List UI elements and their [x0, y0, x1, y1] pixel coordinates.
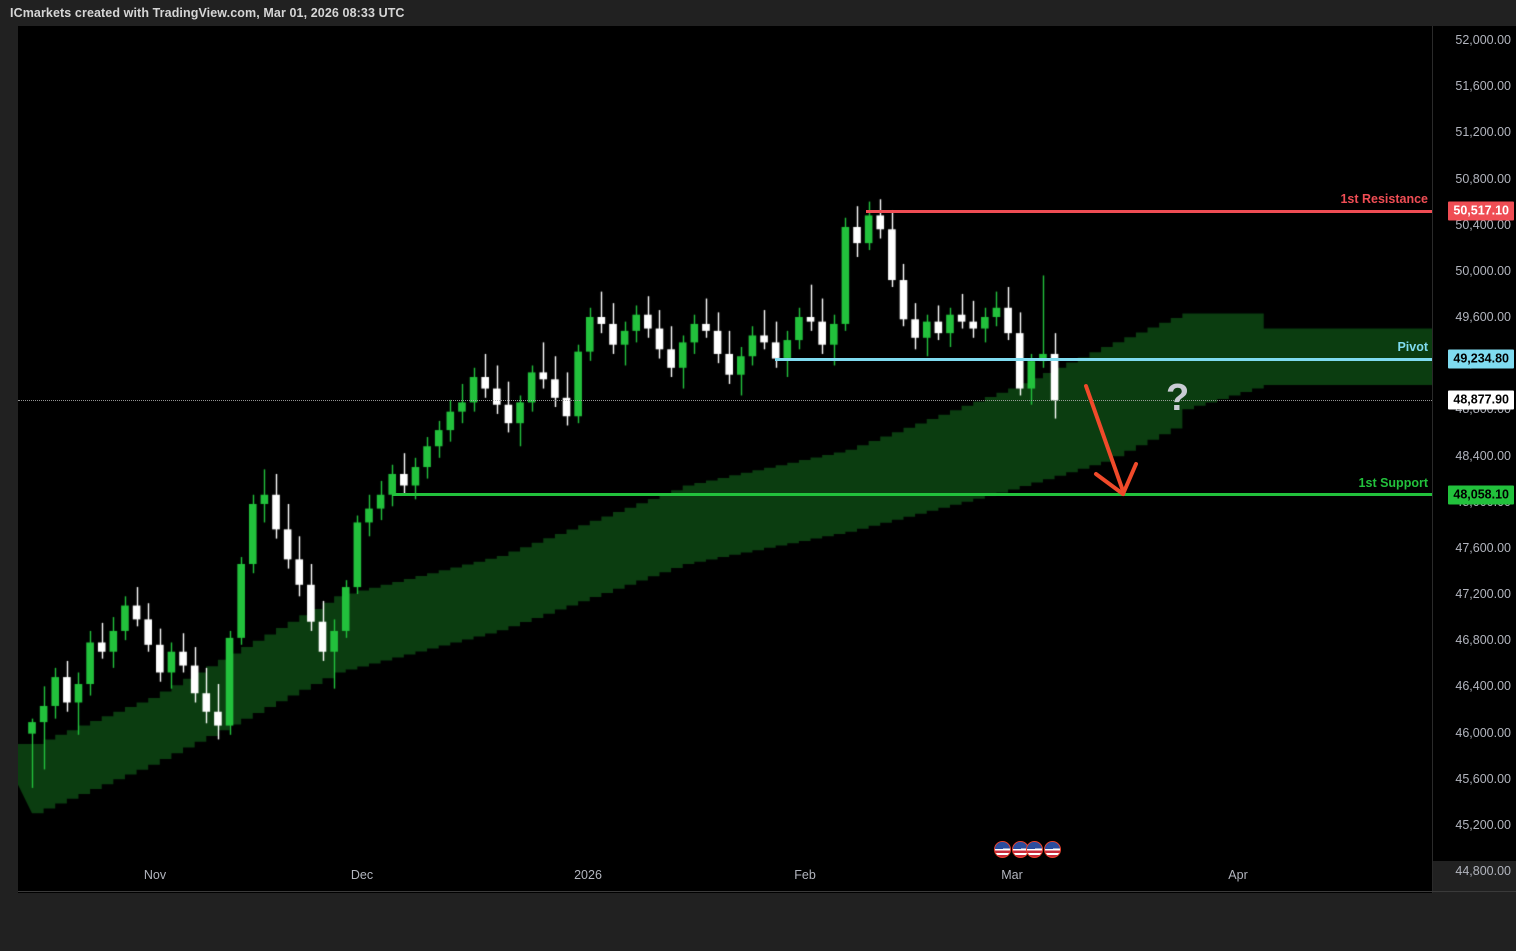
price-tick: 49,600.00: [1455, 310, 1511, 324]
time-tick: Nov: [143, 868, 167, 882]
price-tick: 46,000.00: [1455, 725, 1511, 740]
price-tick: 50,000.00: [1455, 263, 1511, 278]
time-tick: Dec: [350, 868, 374, 882]
pivot-level-label: Pivot: [1397, 340, 1428, 355]
price-tick: 46,800.00: [1455, 633, 1511, 648]
price-tick: 47,200.00: [1455, 587, 1511, 601]
price-tick: 45,600.00: [1455, 771, 1511, 786]
us-flag-event-icon[interactable]: [994, 841, 1011, 858]
time-tick: Feb: [794, 868, 816, 882]
price-tick: 50,800.00: [1455, 171, 1511, 186]
us-flag-event-icon[interactable]: [1044, 841, 1061, 858]
resistance-level-label: 1st Resistance: [1340, 192, 1428, 207]
price-tick: 52,000.00: [1455, 33, 1511, 47]
price-tick: 44,800.00: [1455, 864, 1511, 878]
support-level-label: 1st Support: [1358, 475, 1428, 490]
resistance-level-line[interactable]: [866, 209, 1432, 213]
price-tick: 51,600.00: [1455, 79, 1511, 94]
candlestick-canvas[interactable]: [18, 26, 1432, 861]
current-price-line: [18, 400, 1432, 402]
chart-footer: TradingView: [0, 893, 1516, 951]
us-flag-event-icon[interactable]: [1026, 841, 1043, 858]
time-tick: 2026: [574, 868, 602, 882]
chart-header: ICmarkets created with TradingView.com, …: [0, 0, 1516, 26]
price-tick: 47,600.00: [1455, 540, 1511, 555]
current-price-tag[interactable]: 48,877.90: [1448, 390, 1514, 410]
time-tick: Apr: [1228, 868, 1248, 882]
support-level-line[interactable]: [392, 493, 1432, 497]
price-tick: 48,400.00: [1455, 448, 1511, 463]
time-scale-divider: [18, 891, 1516, 892]
price-tick: 51,200.00: [1455, 125, 1511, 140]
price-tick: 46,400.00: [1455, 679, 1511, 694]
resistance-price-tag[interactable]: 50,517.10: [1448, 201, 1514, 221]
time-scale[interactable]: Nov Dec 2026 Feb Mar Apr: [18, 861, 1432, 893]
attribution-text: ICmarkets created with TradingView.com, …: [10, 6, 405, 20]
price-scale-divider: [1432, 26, 1433, 893]
price-scale[interactable]: 52,000.00 51,600.00 51,200.00 50,800.00 50,4…: [1432, 26, 1516, 878]
down-arrow-annotation[interactable]: [1058, 356, 1178, 516]
support-price-tag[interactable]: 48,058.10: [1448, 485, 1514, 505]
pivot-level-line[interactable]: [775, 357, 1432, 361]
question-mark-annotation: ?: [1166, 376, 1190, 419]
time-tick: Mar: [1001, 868, 1023, 882]
price-tick: 50,400.00: [1455, 217, 1511, 232]
chart-plot-area[interactable]: 1st Resistance Pivot 1st Support ?: [18, 26, 1432, 861]
pivot-price-tag[interactable]: 49,234.80: [1448, 349, 1514, 369]
price-tick: 45,200.00: [1455, 817, 1511, 832]
